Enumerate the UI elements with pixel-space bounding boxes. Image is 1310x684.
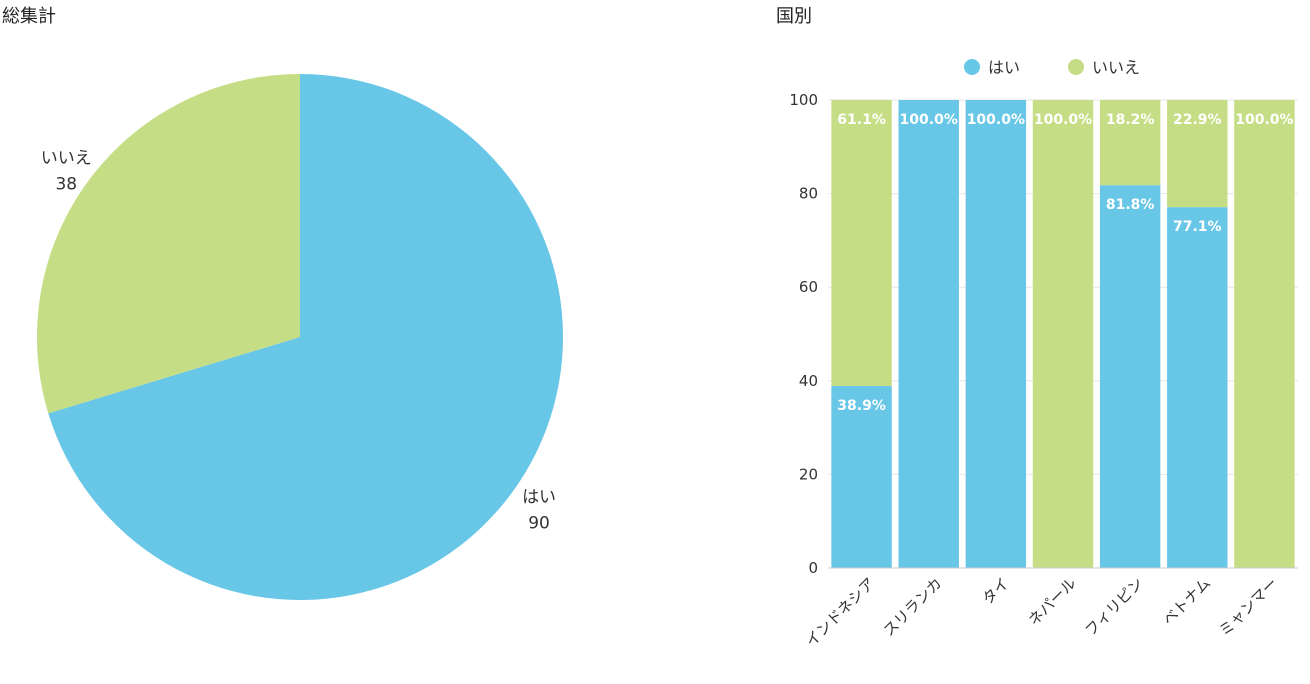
data-label-5-0: 77.1%: [1173, 219, 1222, 235]
data-label-0-0: 38.9%: [837, 398, 886, 414]
stacked-bar-chart: 0 20 40 60 80 100 38.9% 61.1% インドネシア 100.0% スリランカ 1…: [789, 58, 1298, 650]
pie-slice-label-0: はい: [522, 488, 556, 508]
pie-slice-value-1: 38: [55, 175, 77, 195]
data-label-1-0: 100.0%: [900, 112, 958, 128]
data-label-4-0: 81.8%: [1106, 197, 1155, 213]
pie-chart: はい 90 いいえ 38: [37, 74, 563, 600]
x-category-label-6: ミャンマー: [1215, 574, 1281, 640]
x-category-label-3: ネパール: [1025, 574, 1080, 629]
bar-0-series-0: [831, 385, 892, 568]
bar-6-series-1: [1234, 100, 1295, 568]
data-label-0-1: 61.1%: [837, 112, 886, 128]
x-category-label-0: インドネシア: [802, 574, 878, 650]
pie-chart-title: 総集計: [2, 6, 56, 27]
bar-5-series-0: [1167, 207, 1228, 568]
y-tick-label-0: 0: [808, 559, 818, 577]
legend-marker-1: [1068, 59, 1084, 75]
y-tick-label-4: 80: [799, 185, 818, 203]
legend-label-0: はい: [988, 58, 1020, 77]
data-label-4-1: 18.2%: [1106, 112, 1155, 128]
bar-2-series-0: [965, 100, 1027, 568]
legend-marker-0: [964, 59, 980, 75]
bar-4-series-0: [1099, 185, 1161, 568]
bar-chart-title: 国別: [776, 6, 812, 27]
x-category-label-5: ベトナム: [1159, 574, 1214, 629]
bar-1-series-0: [898, 100, 959, 568]
data-label-5-1: 22.9%: [1173, 112, 1222, 128]
legend-label-1: いいえ: [1092, 58, 1140, 77]
y-tick-label-3: 60: [799, 278, 818, 296]
bar-5-series-1: [1167, 100, 1228, 208]
x-category-label-2: タイ: [979, 574, 1013, 608]
bar-4-series-1: [1099, 100, 1161, 186]
y-tick-label-1: 20: [799, 465, 818, 483]
pie-slice-label-1: いいえ: [41, 149, 92, 169]
data-label-2-0: 100.0%: [967, 112, 1025, 128]
x-category-label-1: スリランカ: [880, 574, 946, 640]
data-label-3-1: 100.0%: [1034, 112, 1092, 128]
y-tick-label-5: 100: [789, 91, 818, 109]
data-label-6-1: 100.0%: [1235, 112, 1293, 128]
bar-0-series-1: [831, 100, 892, 386]
pie-slice-value-0: 90: [528, 514, 550, 534]
pie-slice-0: [48, 74, 563, 600]
y-tick-label-2: 40: [799, 372, 818, 390]
x-category-label-4: フィリピン: [1081, 574, 1147, 640]
pie-slice-1: [37, 74, 300, 414]
bar-3-series-1: [1032, 100, 1094, 568]
